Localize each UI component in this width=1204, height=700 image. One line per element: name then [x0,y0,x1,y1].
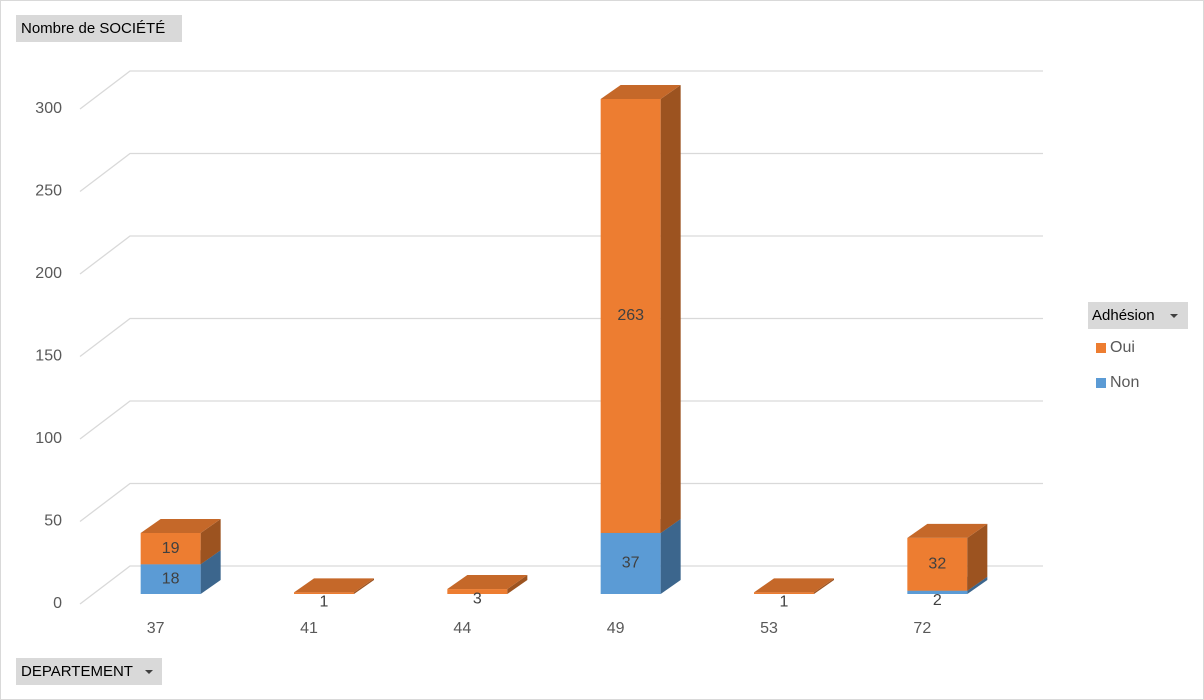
bar-front [754,592,814,594]
legend-label: Oui [1110,339,1135,356]
bar-top [754,578,834,593]
bar-top [140,518,221,533]
x-tick-label: 37 [147,620,165,637]
legend-field-button[interactable]: Adhésion [1088,302,1188,329]
grid-line [79,152,1043,193]
y-tick-label: 0 [53,595,62,612]
grid-line [79,70,1043,110]
value-label: 2 [933,592,942,609]
x-tick-label: 53 [760,620,778,637]
x-tick-label: 44 [453,620,471,637]
dropdown-arrow [145,670,153,674]
x-tick-label: 72 [913,620,931,637]
axis-field-button[interactable]: DEPARTEMENT [16,658,162,685]
bar-side [354,578,374,594]
bar-front [600,99,661,533]
value-label: 32 [928,556,946,573]
value-label: 18 [162,570,180,587]
grid-line [79,400,1043,440]
bar-side [200,518,221,565]
bar-front [907,537,968,591]
button-bg [16,658,162,685]
grid-line [79,482,1043,523]
legend-label: Non [1110,374,1139,391]
x-tick-label: 41 [300,620,318,637]
value-label: 1 [320,594,329,611]
y-tick-label: 50 [44,513,62,530]
bar-side [200,550,221,594]
button-bg [1088,302,1188,329]
legend-title: Adhésion [1092,307,1155,324]
grid-line [79,317,1043,358]
bar-side [814,578,834,594]
bar-top [294,578,374,593]
legend-swatch [1096,378,1106,388]
chart-title: Nombre de SOCIÉTÉ [21,20,165,37]
bar-top [447,575,528,590]
y-tick-label: 100 [35,430,62,447]
bar-side [660,85,681,533]
legend-swatch [1096,343,1106,353]
value-field-button[interactable]: Nombre de SOCIÉTÉ [16,15,182,42]
value-label: 19 [162,540,180,557]
value-label: 3 [473,590,482,607]
bar-side [967,523,988,591]
bar-front [907,590,968,594]
grid-line [79,235,1043,275]
bar-top [907,523,988,538]
bar-top [600,85,681,99]
value-label: 263 [617,307,644,324]
value-label: 37 [622,555,640,572]
bar-side [660,518,681,594]
button-bg [16,15,182,42]
y-tick-label: 200 [35,265,62,282]
bar-front [140,564,201,594]
grid-line [79,565,1043,605]
bar-side [507,575,528,594]
x-field-label: DEPARTEMENT [21,663,133,680]
y-tick-label: 250 [35,183,62,200]
bar-side [967,576,988,594]
bar-front [140,532,201,565]
bar-front [600,532,661,594]
y-tick-label: 150 [35,348,62,365]
x-tick-label: 49 [607,620,625,637]
bar-front [447,589,508,594]
bar-front [294,592,354,594]
dropdown-arrow [1170,314,1178,318]
value-label: 1 [780,594,789,611]
y-tick-label: 300 [35,100,62,117]
